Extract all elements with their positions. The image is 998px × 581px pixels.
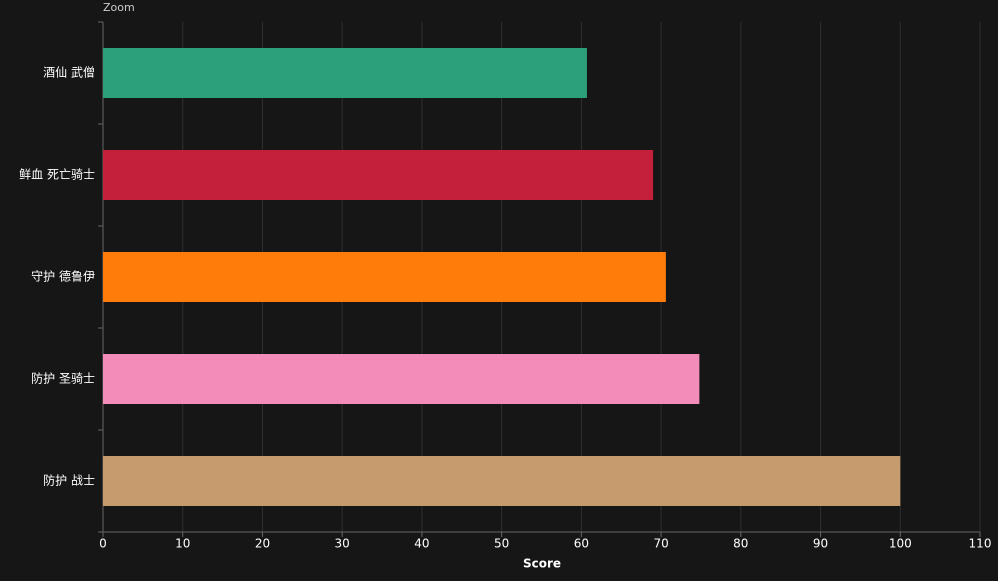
x-tick-label: 20: [255, 537, 270, 551]
x-tick-label: 30: [335, 537, 350, 551]
x-tick-label: 100: [889, 537, 912, 551]
x-tick-label: 110: [969, 537, 992, 551]
bar: [103, 252, 666, 302]
x-tick-label: 60: [574, 537, 589, 551]
zoom-button[interactable]: Zoom: [103, 1, 135, 14]
bar: [103, 456, 901, 506]
bar: [103, 48, 587, 98]
y-tick-label: 守护 德鲁伊: [31, 269, 95, 284]
x-tick-label: 80: [733, 537, 748, 551]
bar: [103, 150, 654, 200]
y-tick-label: 酒仙 武僧: [43, 66, 95, 80]
x-tick-label: 90: [813, 537, 828, 551]
x-tick-label: 10: [175, 537, 190, 551]
x-tick-label: 40: [414, 537, 429, 551]
x-tick-label: 0: [99, 537, 107, 551]
x-tick-label: 70: [653, 537, 668, 551]
x-tick-label: 50: [494, 537, 509, 551]
y-tick-label: 防护 战士: [43, 473, 95, 488]
x-axis-label: Score: [523, 557, 561, 571]
y-tick-label: 防护 圣骑士: [31, 371, 95, 386]
y-tick-label: 鲜血 死亡骑士: [19, 168, 95, 182]
bar: [103, 354, 700, 404]
